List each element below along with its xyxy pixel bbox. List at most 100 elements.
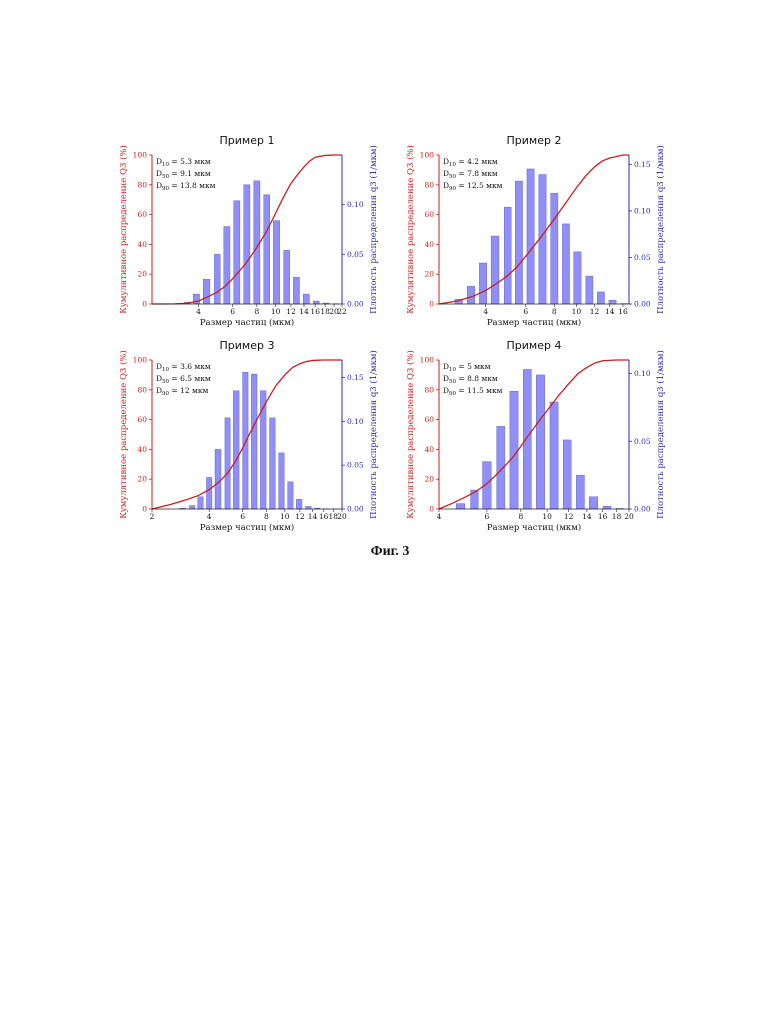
left-axis-label: Кумулятивное распределение Q3 (%) — [405, 350, 416, 519]
density-bar — [279, 453, 285, 509]
stat-label: D10 = 4.2 мкм — [443, 157, 498, 168]
density-bar — [456, 504, 465, 509]
density-bar — [504, 207, 511, 304]
density-bar — [603, 506, 611, 509]
chart-title: Пример 1 — [220, 134, 275, 147]
density-bar — [576, 475, 584, 509]
x-tick-label: 22 — [337, 307, 347, 316]
right-axis-label: Плотность распределения q3 (1/мкм) — [368, 350, 379, 519]
left-tick-label: 100 — [133, 151, 148, 160]
x-tick-label: 10 — [572, 307, 582, 316]
right-tick-label: 0.10 — [634, 369, 651, 378]
density-bar — [224, 227, 230, 304]
density-bar — [597, 292, 604, 304]
right-tick-label: 0.15 — [347, 373, 364, 382]
x-tick-label: 12 — [286, 307, 296, 316]
left-tick-label: 40 — [137, 445, 147, 454]
left-axis-label: Кумулятивное распределение Q3 (%) — [118, 145, 129, 314]
density-bar — [467, 286, 475, 304]
figure-caption: Фиг. 3 — [0, 544, 780, 560]
left-tick-label: 60 — [137, 415, 147, 424]
left-tick-label: 0 — [429, 505, 434, 514]
stat-label: D50 = 8.8 мкм — [443, 374, 498, 385]
chart-svg-1: Пример 10204060801000.000.050.1046810121… — [118, 128, 388, 333]
x-tick-label: 16 — [319, 512, 329, 521]
density-bar — [562, 224, 569, 304]
density-bar — [551, 193, 558, 304]
density-bar — [491, 236, 499, 304]
left-tick-label: 100 — [420, 356, 435, 365]
x-tick-label: 2 — [150, 512, 155, 521]
x-tick-label: 20 — [624, 512, 634, 521]
x-tick-label: 14 — [605, 307, 615, 316]
chart-panel-3: Пример 30204060801000.000.050.100.152468… — [118, 333, 388, 538]
left-axis-label: Кумулятивное распределение Q3 (%) — [405, 145, 416, 314]
x-tick-label: 4 — [483, 307, 488, 316]
stat-label: D90 = 12 мкм — [156, 386, 209, 397]
x-tick-label: 16 — [598, 512, 608, 521]
chart-title: Пример 3 — [220, 339, 275, 352]
density-bar — [515, 181, 522, 304]
density-bar — [288, 482, 293, 509]
density-bar — [264, 195, 270, 304]
right-tick-label: 0.05 — [347, 250, 364, 259]
density-bar — [215, 449, 221, 509]
left-tick-label: 60 — [424, 210, 434, 219]
x-tick-label: 12 — [295, 512, 305, 521]
chart-title: Пример 2 — [507, 134, 562, 147]
x-tick-label: 8 — [518, 512, 523, 521]
density-bar — [198, 497, 203, 509]
density-bar — [270, 418, 276, 509]
x-tick-label: 16 — [310, 307, 320, 316]
density-bar — [574, 252, 581, 304]
chart-panel-4: Пример 40204060801000.000.050.1046810121… — [405, 333, 675, 538]
chart-title: Пример 4 — [507, 339, 562, 352]
density-bar — [536, 375, 544, 509]
x-tick-label: 16 — [618, 307, 628, 316]
density-bar — [313, 301, 319, 304]
density-bar — [586, 276, 593, 304]
left-tick-label: 40 — [424, 445, 434, 454]
density-bar — [296, 499, 302, 509]
stat-label: D10 = 5 мкм — [443, 362, 491, 373]
density-bar — [189, 505, 194, 509]
density-bar — [479, 263, 486, 304]
right-tick-label: 0.10 — [347, 417, 364, 426]
density-bar — [234, 201, 240, 304]
chart-svg-2: Пример 20204060801000.000.050.100.154681… — [405, 128, 675, 333]
stat-label: D50 = 9.1 мкм — [156, 169, 211, 180]
x-tick-label: 10 — [542, 512, 552, 521]
left-tick-label: 20 — [137, 270, 147, 279]
right-tick-label: 0.00 — [634, 300, 651, 309]
left-tick-label: 0 — [429, 300, 434, 309]
x-axis-label: Размер частиц (мкм) — [200, 317, 294, 328]
x-tick-label: 14 — [299, 307, 309, 316]
density-bar — [550, 402, 558, 509]
stat-label: D10 = 3.6 мкм — [156, 362, 211, 373]
stat-label: D50 = 7.8 мкм — [443, 169, 498, 180]
x-tick-label: 12 — [590, 307, 600, 316]
left-tick-label: 0 — [142, 505, 147, 514]
density-bar — [225, 418, 230, 509]
left-axis-label: Кумулятивное распределение Q3 (%) — [118, 350, 129, 519]
density-bar — [273, 221, 279, 304]
chart-panel-1: Пример 10204060801000.000.050.1046810121… — [118, 128, 388, 333]
x-tick-label: 10 — [271, 307, 281, 316]
density-bar — [254, 181, 260, 304]
density-bar — [203, 279, 210, 304]
x-tick-label: 6 — [484, 512, 489, 521]
x-tick-label: 10 — [280, 512, 290, 521]
stat-label: D90 = 11.5 мкм — [443, 386, 503, 397]
left-tick-label: 60 — [137, 210, 147, 219]
density-bar — [589, 497, 597, 509]
density-bar — [563, 440, 571, 509]
left-tick-label: 80 — [137, 180, 147, 189]
right-axis-label: Плотность распределения q3 (1/мкм) — [655, 350, 666, 519]
x-tick-label: 18 — [612, 512, 622, 521]
left-tick-label: 0 — [142, 300, 147, 309]
density-bar — [214, 254, 220, 304]
left-tick-label: 20 — [424, 475, 434, 484]
x-tick-label: 14 — [582, 512, 592, 521]
left-tick-label: 20 — [137, 475, 147, 484]
stat-label: D90 = 13.8 мкм — [156, 181, 216, 192]
